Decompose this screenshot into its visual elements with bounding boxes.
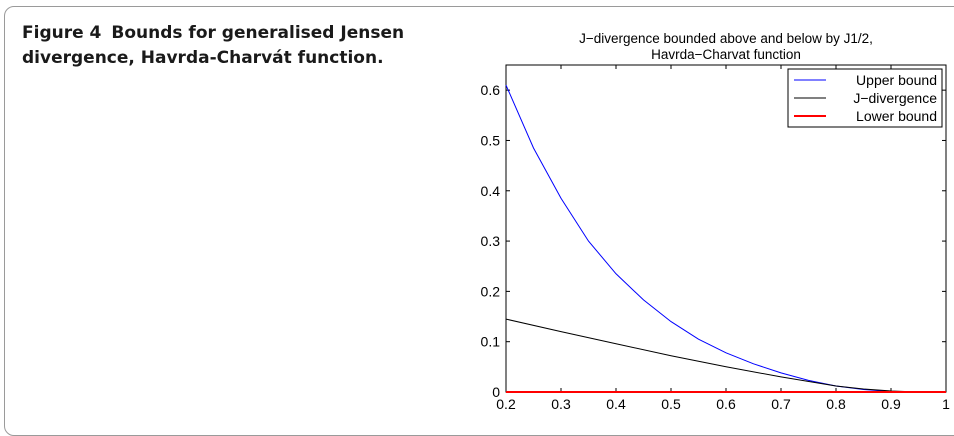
x-tick-label: 0.5 [661,396,681,412]
legend-label-0: Upper bound [856,72,937,88]
legend-label-1: J−divergence [853,90,937,106]
x-tick-label: 0.9 [881,396,901,412]
legend-label-2: Lower bound [856,108,937,124]
y-tick-label: 0.6 [481,82,501,98]
y-tick-label: 0.3 [481,233,501,249]
y-tick-label: 0.2 [481,283,501,299]
y-tick-label: 0 [492,384,500,400]
x-tick-label: 0.3 [551,396,571,412]
y-tick-label: 0.5 [481,132,501,148]
chart-title-line-2: Havrda−Charvat function [651,47,801,62]
figure-label: Figure 4 [22,23,102,43]
chart-title-line-1: J−divergence bounded above and below by … [579,31,873,46]
chart: J−divergence bounded above and below by … [481,31,951,412]
x-tick-label: 0.6 [716,396,736,412]
figure-caption: Figure 4 Bounds for generalised Jensen di… [22,21,442,71]
x-tick-label: 0.7 [771,396,791,412]
y-tick-label: 0.4 [481,183,501,199]
x-tick-label: 0.4 [606,396,626,412]
x-tick-label: 0.8 [826,396,846,412]
x-tick-label: 0.2 [496,396,516,412]
y-tick-label: 0.1 [481,334,501,350]
figure-caption-text: Bounds for generalised Jensen divergence… [22,23,405,68]
x-tick-label: 1 [942,396,950,412]
